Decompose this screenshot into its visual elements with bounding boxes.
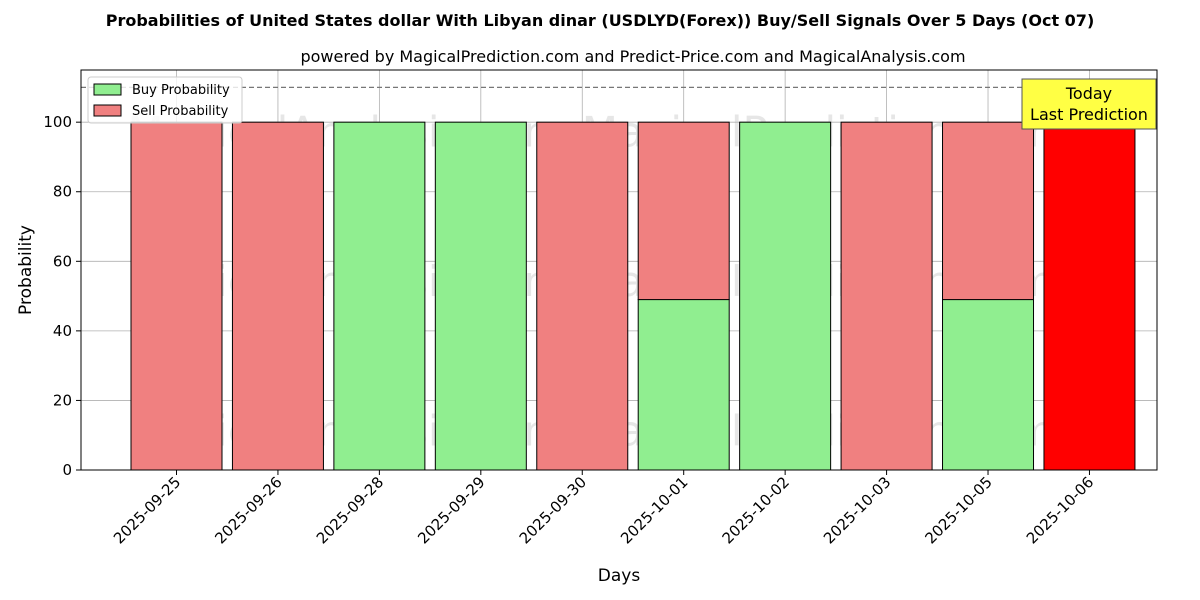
legend-box <box>87 76 243 124</box>
chart-title: Probabilities of United States dollar Wi… <box>106 11 1095 30</box>
x-tick-label: 2025-10-02 <box>719 473 793 547</box>
y-tick-label: 80 <box>53 183 72 201</box>
x-tick-label: 2025-09-28 <box>313 473 387 547</box>
y-tick-label: 20 <box>53 391 72 409</box>
chart-subtitle: powered by MagicalPrediction.com and Pre… <box>300 47 965 66</box>
y-tick-label: 60 <box>53 252 72 270</box>
y-tick-label: 100 <box>43 113 72 131</box>
legend-swatch <box>93 104 122 117</box>
sell-bar <box>231 121 324 471</box>
sell-bar <box>942 121 1035 301</box>
today-annotation: Today Last Prediction <box>1021 78 1157 130</box>
sell-bar <box>130 121 223 471</box>
bars <box>130 121 1136 471</box>
buy-bar <box>739 121 832 471</box>
legend-label: Buy Probability <box>132 83 230 98</box>
legend-label: Sell Probability <box>132 104 229 119</box>
y-axis-ticks: 0 20 40 60 80 100 <box>43 113 81 479</box>
annotation-box <box>1021 78 1157 130</box>
x-tick-label: 2025-09-30 <box>516 473 590 547</box>
x-tick-label: 2025-10-03 <box>820 473 894 547</box>
buy-bar <box>333 121 426 471</box>
sell-bar <box>536 121 629 471</box>
x-tick-label: 2025-09-26 <box>211 473 285 547</box>
buy-bar <box>434 121 527 471</box>
x-axis-ticks: 2025-09-25 2025-09-26 2025-09-28 2025-09-29… <box>110 470 1097 547</box>
y-tick-label: 40 <box>53 322 72 340</box>
legend-swatch <box>93 83 122 96</box>
annotation-text: Today <box>1065 84 1112 103</box>
x-axis-label: Days <box>598 566 641 586</box>
x-tick-label: 2025-10-05 <box>921 473 995 547</box>
x-tick-label: 2025-10-01 <box>617 473 691 547</box>
y-tick-label: 0 <box>62 461 72 479</box>
x-tick-label: 2025-10-06 <box>1023 473 1097 547</box>
y-axis-label: Probability <box>16 225 36 315</box>
x-tick-label: 2025-09-29 <box>414 473 488 547</box>
plot-frame <box>80 69 1158 471</box>
sell-bar <box>1043 121 1136 471</box>
legend: Buy Probability Sell Probability <box>87 76 243 124</box>
x-tick-label: 2025-09-25 <box>110 473 184 547</box>
sell-bar <box>637 121 730 301</box>
sell-bar <box>840 121 933 471</box>
annotation-text: Last Prediction <box>1030 105 1148 124</box>
buy-bar <box>942 299 1035 471</box>
buy-bar <box>637 299 730 471</box>
